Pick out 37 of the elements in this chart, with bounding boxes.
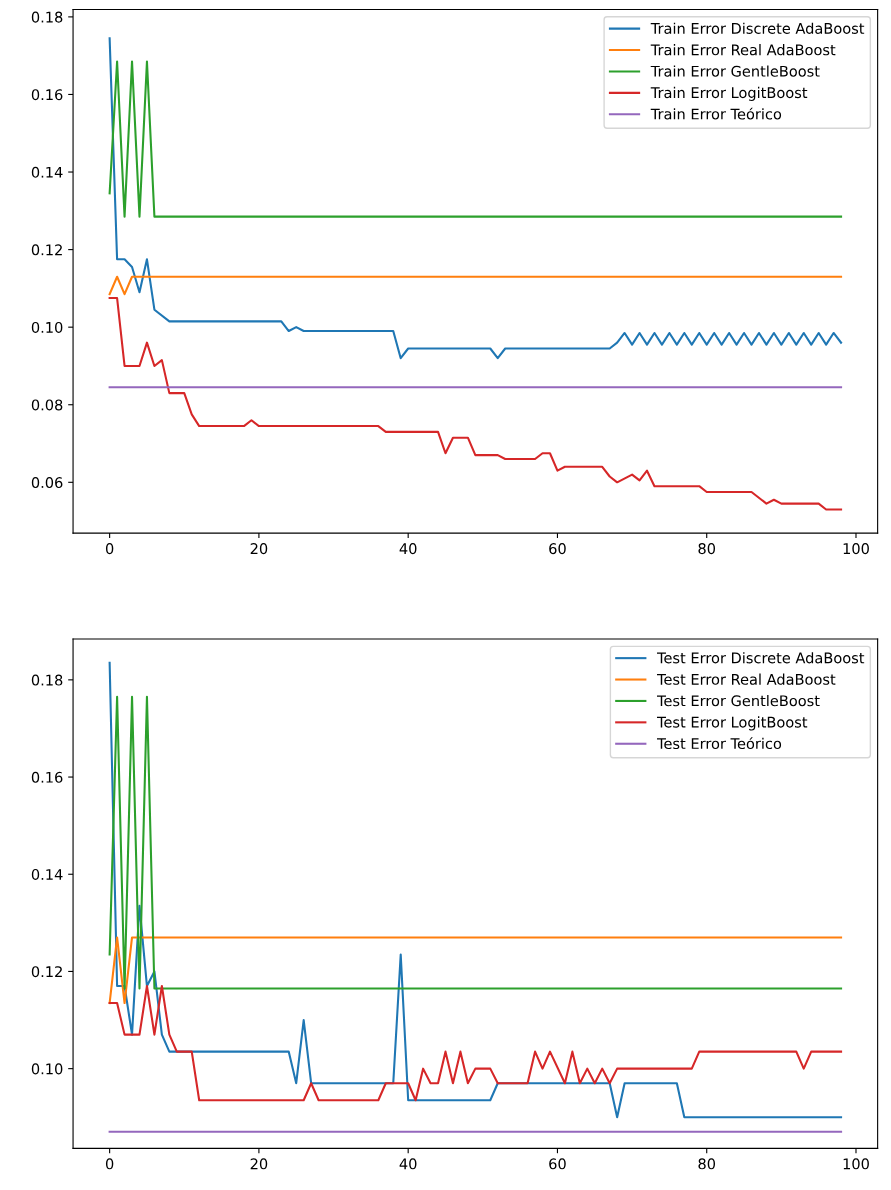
x-tick-label: 20 (250, 543, 268, 555)
y-tick-label: 0.12 (31, 244, 62, 256)
x-tick-label: 80 (698, 1158, 716, 1170)
y-tick-label: 0.10 (31, 321, 63, 333)
line-series (108, 297, 843, 511)
y-tick-label: 0.08 (31, 399, 63, 411)
legend-label: Train Error Teórico (650, 107, 782, 120)
x-tick-label: 80 (698, 543, 716, 555)
x-tick-label: 40 (399, 543, 417, 555)
x-tick-label: 60 (549, 543, 566, 555)
y-tick-label: 0.18 (31, 11, 63, 23)
x-tick-label: 60 (549, 1158, 566, 1170)
y-tick-label: 0.14 (31, 166, 63, 178)
y-tick-label: 0.10 (31, 1063, 63, 1075)
y-tick-label: 0.12 (31, 966, 62, 978)
legend-label: Test Error Discrete AdaBoost (657, 652, 865, 664)
y-tick-label: 0.16 (31, 89, 63, 101)
x-tick-label: 0 (105, 543, 114, 555)
line-series (108, 37, 843, 360)
x-tick-label: 20 (250, 1158, 268, 1170)
legend-label: Train Error GentleBoost (650, 65, 820, 77)
x-tick-label: 100 (843, 543, 869, 555)
y-tick-label: 0.18 (31, 674, 63, 686)
x-tick-label: 40 (399, 1158, 417, 1170)
legend-label: Train Error Real AdaBoost (650, 44, 836, 56)
line-series (108, 984, 843, 1102)
legend-label: Test Error LogitBoost (657, 716, 808, 731)
legend-label: Test Error GentleBoost (657, 694, 820, 707)
x-tick-label: 0 (105, 1158, 114, 1170)
legend-label: Train Error Discrete AdaBoost (650, 22, 865, 34)
legend-label: Train Error LogitBoost (650, 86, 808, 101)
y-tick-label: 0.06 (31, 477, 63, 489)
legend-label: Test Error Real AdaBoost (657, 673, 836, 685)
legend-label: Test Error Teórico (657, 737, 782, 750)
y-tick-label: 0.14 (31, 868, 63, 880)
x-tick-label: 100 (843, 1158, 869, 1170)
y-tick-label: 0.16 (31, 771, 63, 783)
